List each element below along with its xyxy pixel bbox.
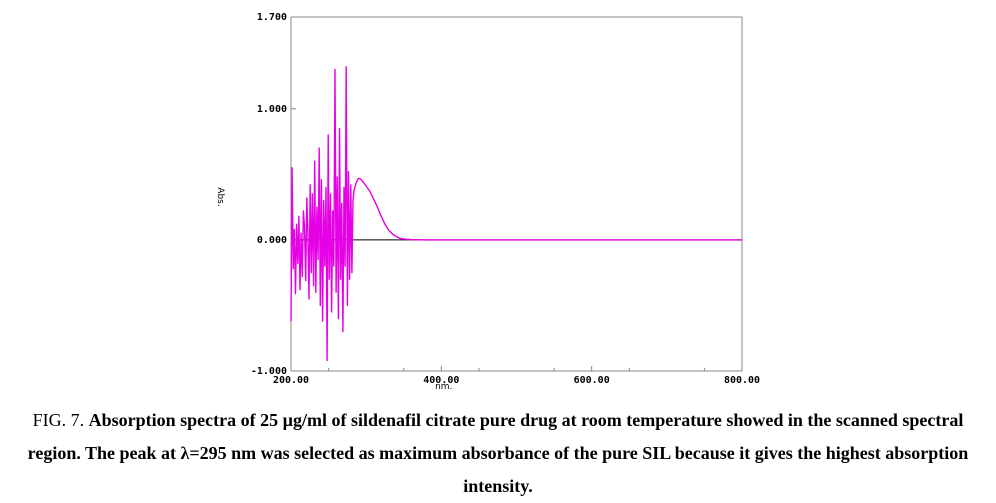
spectrum-series-line [290,66,742,362]
x-tick-label-0: 200.00 [273,375,309,386]
y-tick-label-0: 1.700 [257,12,287,23]
caption-text: Absorption spectra of 25 µg/ml of silden… [27,410,969,496]
x-tick-label-3: 800.00 [724,375,760,386]
caption-prefix: FIG. 7. [32,410,89,430]
x-axis-title: nm. [435,382,452,392]
absorption-spectrum-chart: 200.00 400.00 600.00 800.00 1.700 1.000 0.000 -… [215,12,760,392]
figure-caption: FIG. 7. Absorption spectra of 25 µg/ml o… [8,404,988,503]
tick-labels: 200.00 400.00 600.00 800.00 1.700 1.000 0.000 -… [251,12,760,386]
y-tick-label-3: -1.000 [251,366,287,377]
y-axis-title: Abs. [215,187,225,206]
x-tick-label-2: 600.00 [574,375,610,386]
y-tick-label-2: 0.000 [257,235,287,246]
y-tick-label-1: 1.000 [257,104,287,115]
tick-marks [290,16,743,372]
x-tick-label-1: 400.00 [423,375,459,386]
